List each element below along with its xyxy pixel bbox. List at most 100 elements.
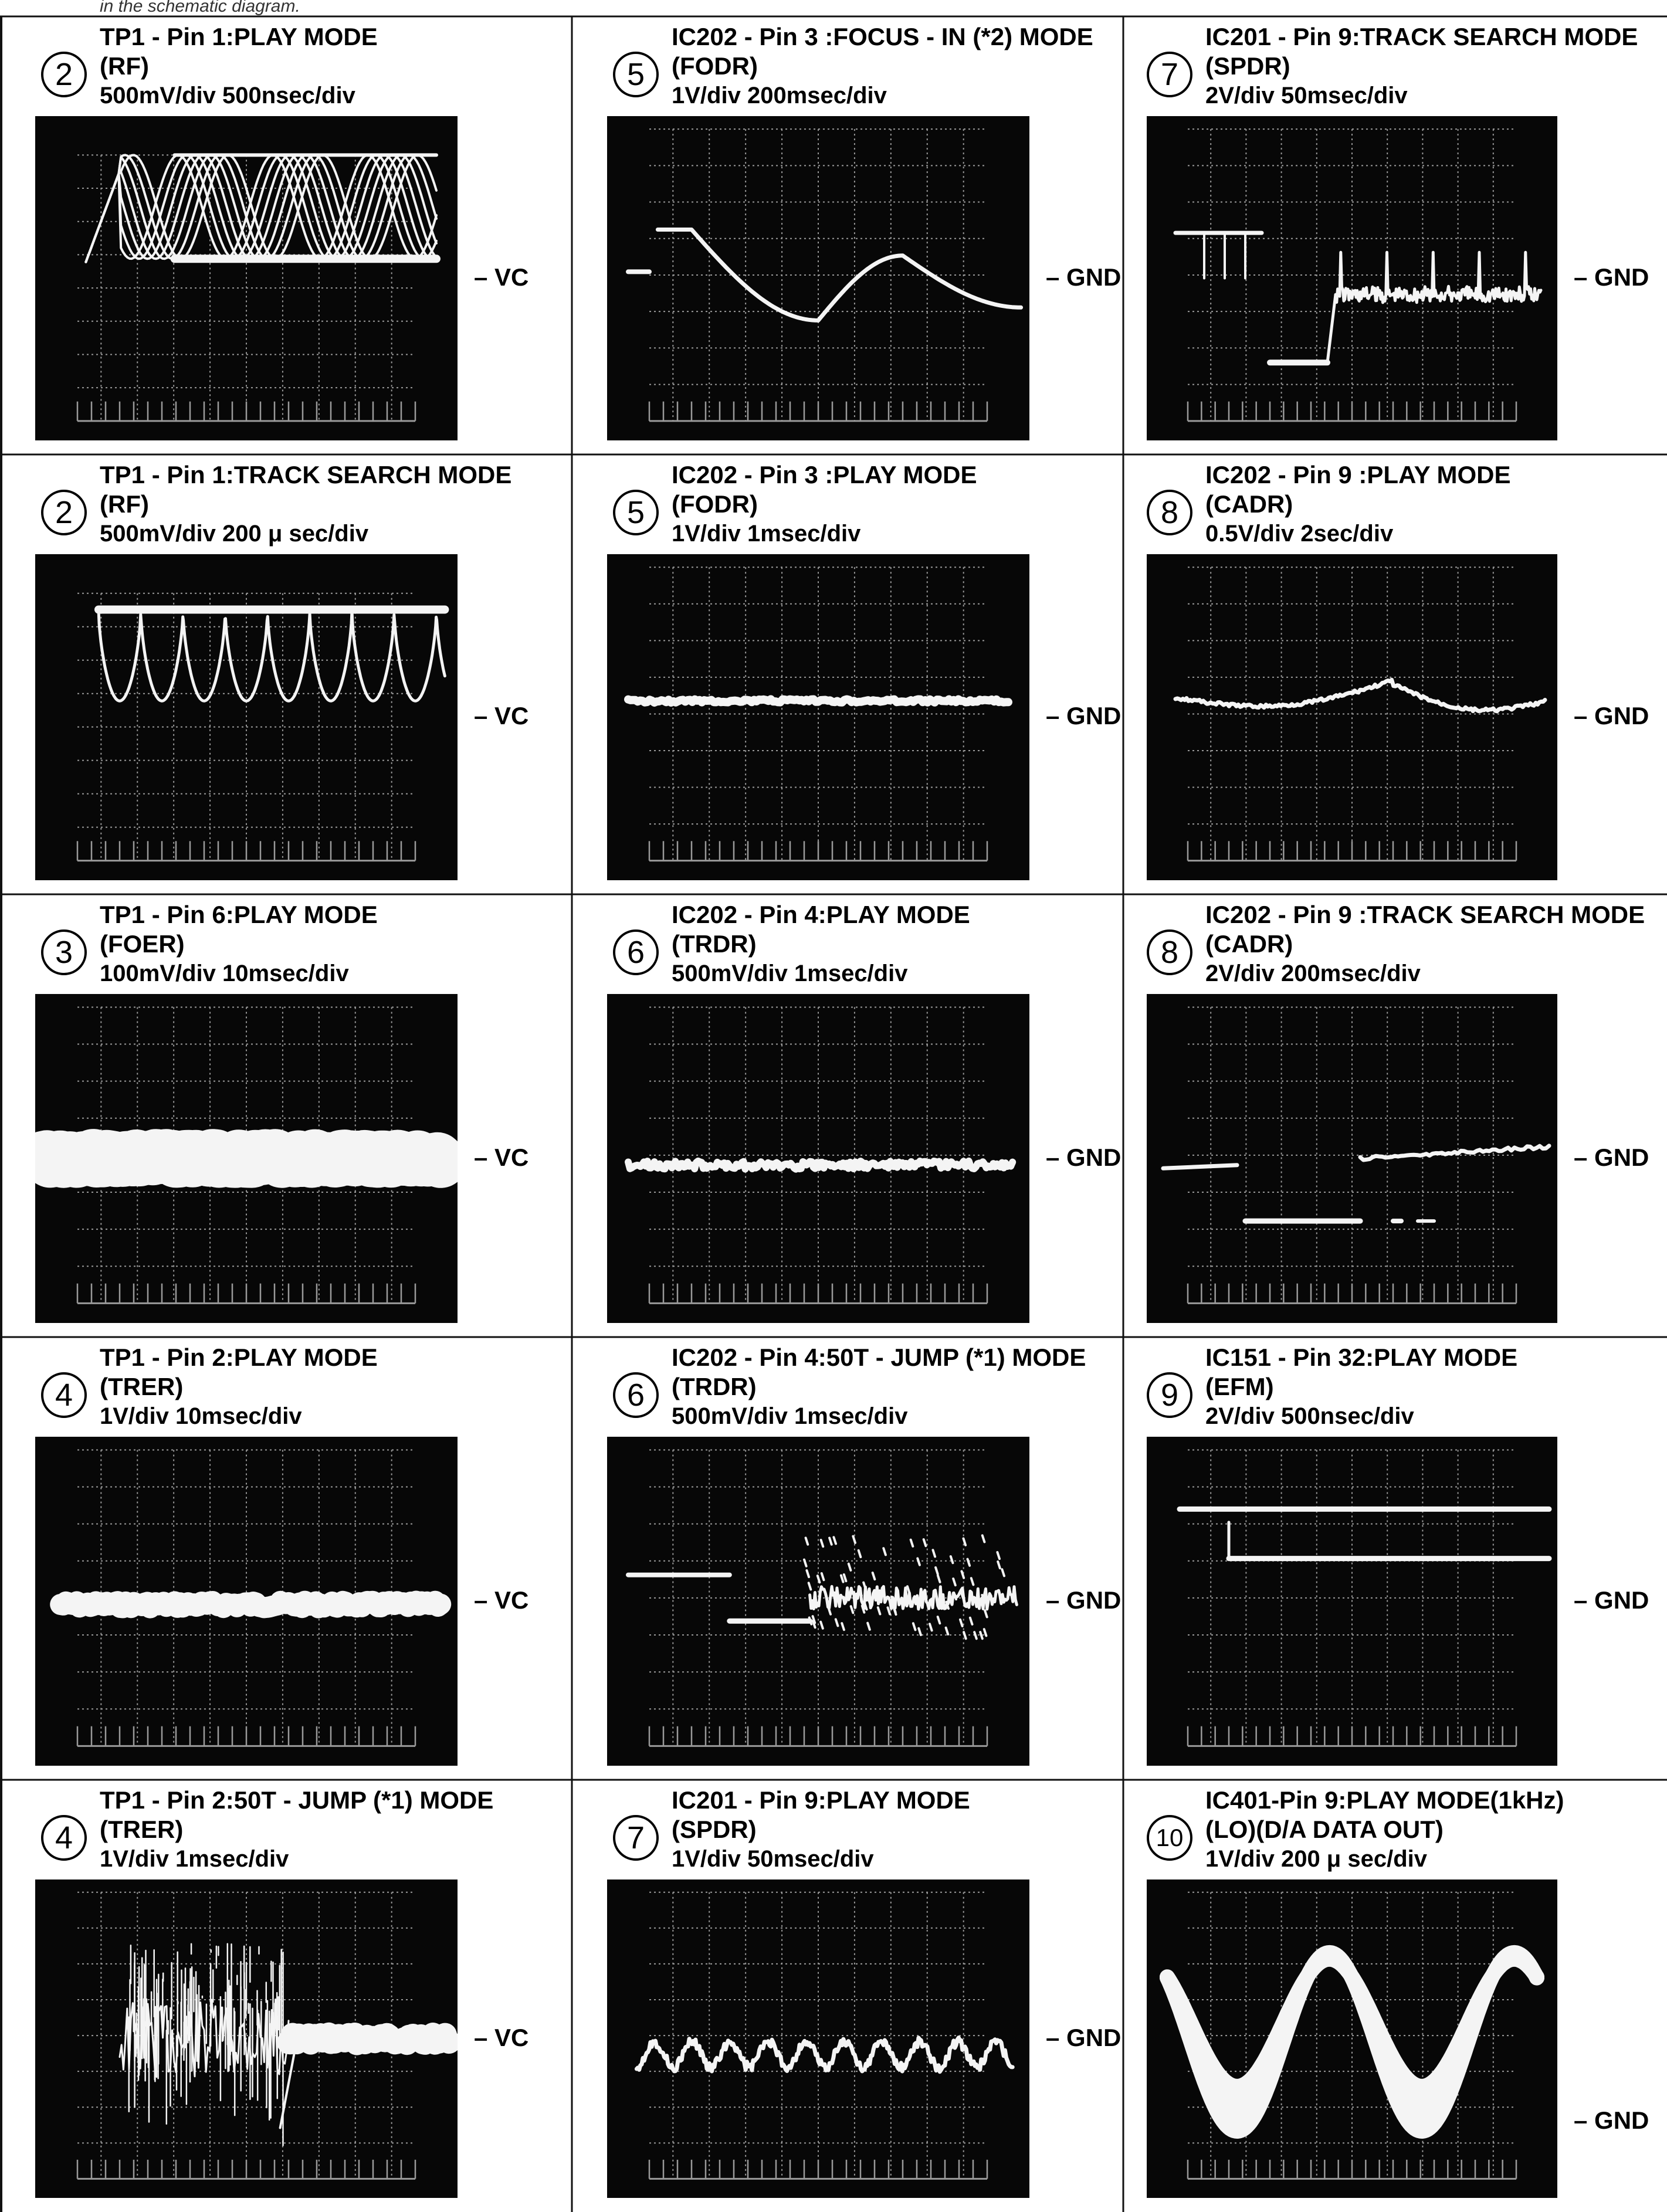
panel-title: IC201 - Pin 9:PLAY MODE <box>672 1786 970 1814</box>
reference-level-label: – VC <box>474 263 529 291</box>
trace-path <box>655 228 1024 323</box>
panel-number-badge: 3 <box>41 929 87 975</box>
waveform-trace <box>1160 1891 1544 2180</box>
panel-header: IC201 - Pin 9:PLAY MODE (SPDR) 1V/div 50ms… <box>672 1786 970 1874</box>
reference-level-label: – VC <box>474 702 529 730</box>
waveform-panel: 6 IC202 - Pin 4:50T - JUMP (*1) MODE (TRDR… <box>572 1337 1123 1780</box>
trace-path <box>816 1575 821 1584</box>
waveform-trace <box>1173 128 1543 422</box>
trace-path <box>849 1605 855 1614</box>
trace-path <box>828 1536 833 1546</box>
panel-number-badge: 6 <box>613 929 659 975</box>
trace-path <box>968 1616 974 1626</box>
trace-path <box>811 1615 816 1624</box>
panel-scale: 1V/div 10msec/div <box>100 1403 302 1429</box>
panel-scale: 2V/div 50msec/div <box>1205 83 1408 108</box>
waveform-panel: 6 IC202 - Pin 4:PLAY MODE (TRDR) 500mV/div … <box>572 894 1123 1337</box>
waveform-panel: 5 IC202 - Pin 3 :FOCUS - IN (*2) MODE (FOD… <box>572 16 1123 454</box>
panel-number-badge: 4 <box>41 1815 87 1861</box>
panel-signal: (LO)(D/A DATA OUT) <box>1205 1816 1444 1843</box>
trace-path <box>871 1571 876 1581</box>
trace-path <box>1326 250 1543 364</box>
panel-title: IC202 - Pin 9 :PLAY MODE <box>1205 461 1511 488</box>
oscilloscope-screen <box>1147 994 1557 1323</box>
graticule <box>648 128 988 422</box>
panel-title: IC202 - Pin 3 :PLAY MODE <box>672 461 977 488</box>
panel-header: IC202 - Pin 4:50T - JUMP (*1) MODE (TRDR)… <box>672 1343 1086 1431</box>
panel-header: TP1 - Pin 2:50T - JUMP (*1) MODE (TRER) 1V… <box>100 1786 493 1874</box>
reference-level-label: – GND <box>1046 2024 1122 2051</box>
trace-path <box>960 1570 965 1579</box>
graticule <box>1187 1891 1517 2180</box>
waveform-panel: 3 TP1 - Pin 6:PLAY MODE (FOER) 100mV/div 10… <box>0 894 572 1337</box>
waveform-panel: 4 TP1 - Pin 2:PLAY MODE (TRER) 1V/div 10mse… <box>0 1337 572 1780</box>
trace-path <box>819 1539 825 1548</box>
trace-path <box>841 1622 845 1631</box>
trace-path <box>807 1582 812 1591</box>
panel-header: TP1 - Pin 1:PLAY MODE (RF) 500mV/div 500ns… <box>100 22 378 110</box>
oscilloscope-screen <box>1147 554 1557 880</box>
trace-path <box>936 1574 941 1583</box>
trace-path <box>624 695 1012 707</box>
trace-path <box>820 1572 825 1582</box>
panel-title: TP1 - Pin 1:TRACK SEARCH MODE <box>100 461 512 488</box>
reference-level-label: – GND <box>1046 1586 1122 1614</box>
panel-header: TP1 - Pin 1:TRACK SEARCH MODE (RF) 500mV/d… <box>100 460 511 548</box>
waveform-trace <box>634 1891 1015 2180</box>
waveform-panel: 7 IC201 - Pin 9:TRACK SEARCH MODE (SPDR) 2V… <box>1123 16 1667 454</box>
panel-signal: (TRDR) <box>672 930 757 958</box>
panel-scale: 1V/div 200 μ sec/div <box>1205 1846 1428 1872</box>
panel-number-badge: 8 <box>1147 929 1192 975</box>
panel-title: IC202 - Pin 9 :TRACK SEARCH MODE <box>1205 901 1645 928</box>
trace-path <box>277 2022 458 2055</box>
waveform-trace <box>1173 566 1547 862</box>
top-note-strip: in the schematic diagram. <box>0 0 1667 16</box>
panel-number-badge: 7 <box>1147 52 1192 97</box>
trace-path <box>804 1536 809 1546</box>
trace-path <box>866 1596 872 1606</box>
panel-header: IC202 - Pin 9 :PLAY MODE (CADR) 0.5V/div 2… <box>1205 460 1511 548</box>
waveform-panel: 8 IC202 - Pin 9 :TRACK SEARCH MODE (CADR) 2… <box>1123 894 1667 1337</box>
trace-path <box>805 1569 810 1579</box>
oscilloscope-screen <box>35 116 458 440</box>
trace-path <box>981 1593 985 1603</box>
panel-title: IC151 - Pin 32:PLAY MODE <box>1205 1344 1518 1371</box>
reference-level-label: – GND <box>1574 263 1649 291</box>
trace-path <box>803 1558 808 1568</box>
panel-header: TP1 - Pin 6:PLAY MODE (FOER) 100mV/div 10m… <box>100 900 378 988</box>
trace-path <box>84 154 438 263</box>
panel-header: IC401-Pin 9:PLAY MODE(1kHz) (LO)(D/A DATA… <box>1205 1786 1564 1874</box>
trace-path <box>970 1577 975 1586</box>
trace-path <box>963 1631 967 1640</box>
trace-path <box>852 1535 856 1544</box>
trace-path <box>866 1621 871 1631</box>
panel-scale: 500mV/div 200 μ sec/div <box>100 521 369 547</box>
reference-level-label: – GND <box>1046 702 1122 730</box>
waveform-trace <box>1177 1449 1552 1747</box>
graticule <box>1187 1006 1517 1304</box>
trace-path <box>836 1593 841 1603</box>
panel-header: IC201 - Pin 9:TRACK SEARCH MODE (SPDR) 2V/… <box>1205 22 1638 110</box>
panel-header: TP1 - Pin 2:PLAY MODE (TRER) 1V/div 10msec… <box>100 1343 378 1431</box>
panel-header: IC202 - Pin 3 :FOCUS - IN (*2) MODE (FODR… <box>672 22 1093 110</box>
trace-path <box>858 1587 863 1597</box>
trace-path <box>834 1618 839 1627</box>
reference-level-label: – GND <box>1574 2106 1649 2134</box>
trace-path <box>1160 1945 1544 2139</box>
trace-path <box>953 1591 957 1601</box>
oscilloscope-screen <box>35 1437 458 1766</box>
panel-title: IC201 - Pin 9:TRACK SEARCH MODE <box>1205 23 1638 50</box>
reference-level-label: – VC <box>474 1144 529 1171</box>
graticule <box>648 566 988 862</box>
panel-signal: (FOER) <box>100 930 185 958</box>
panel-number-badge: 5 <box>613 490 659 535</box>
waveform-trace <box>50 1449 452 1747</box>
panel-number-badge: 5 <box>613 52 659 97</box>
panel-signal: (TRDR) <box>672 1373 757 1400</box>
panel-signal: (RF) <box>100 52 149 80</box>
trace-path <box>862 1581 867 1590</box>
trace-path <box>819 1620 824 1630</box>
oscilloscope-screen <box>607 994 1029 1323</box>
